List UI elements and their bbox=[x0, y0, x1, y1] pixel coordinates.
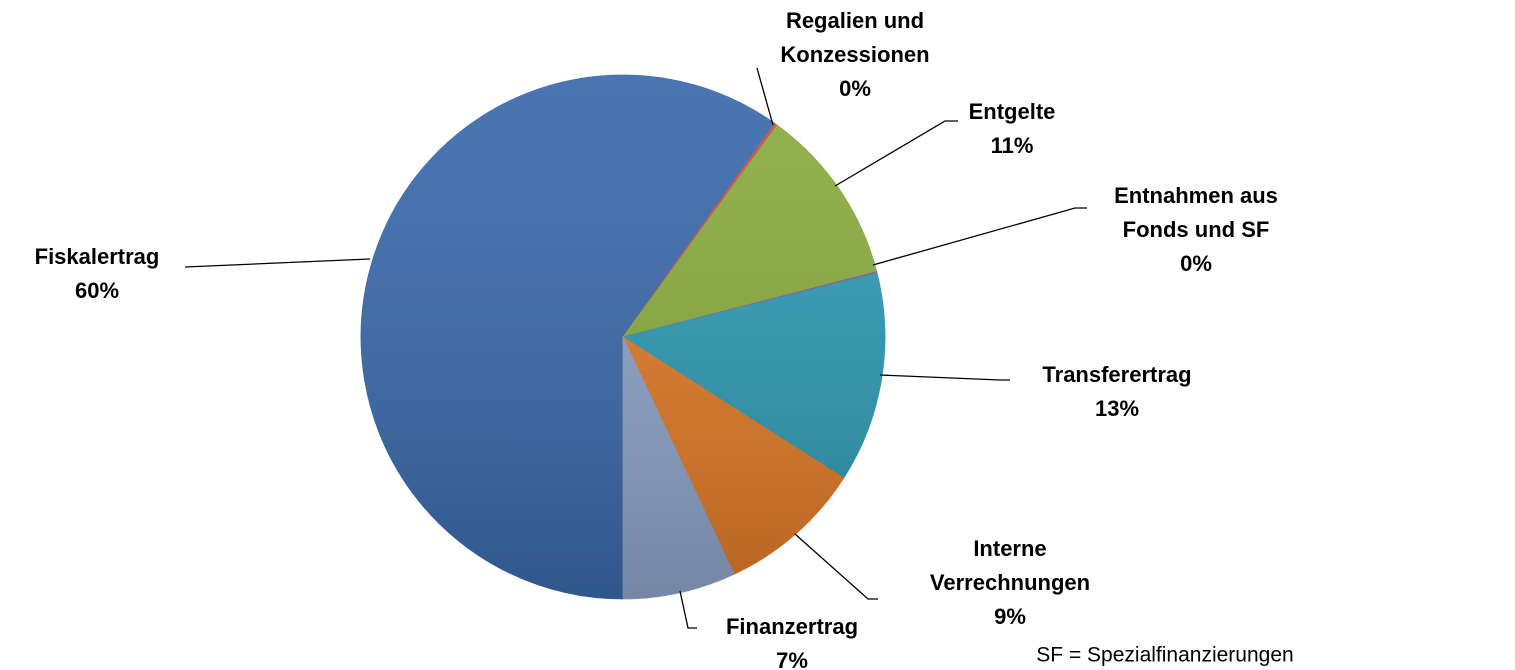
leader-line bbox=[679, 590, 697, 629]
label-line: Entnahmen aus bbox=[1114, 183, 1278, 208]
slice-label: Interne Verrechnungen bbox=[930, 536, 1090, 595]
label-line: Entgelte bbox=[969, 99, 1056, 124]
slice-label: Finanzertrag bbox=[726, 614, 858, 639]
slice-label: Entnahmen aus Fonds und SF bbox=[1114, 183, 1278, 242]
leader-line bbox=[872, 207, 1087, 266]
value-label: 60% bbox=[75, 278, 119, 303]
value-label: 7% bbox=[776, 648, 808, 670]
label-line: Finanzertrag bbox=[726, 614, 858, 639]
leader-line bbox=[879, 374, 1010, 381]
slice-label: Transferertrag bbox=[1042, 362, 1191, 387]
label-line: Konzessionen bbox=[780, 42, 929, 67]
label-line: Interne bbox=[973, 536, 1046, 561]
slice-label: Regalien und Konzessionen bbox=[780, 8, 929, 67]
label-line: Transferertrag bbox=[1042, 362, 1191, 387]
leader-line bbox=[794, 533, 878, 600]
label-line: Verrechnungen bbox=[930, 570, 1090, 595]
footnote: SF = Spezialfinanzierungen bbox=[1036, 644, 1293, 667]
slice-label: Entgelte bbox=[969, 99, 1056, 124]
value-label: 11% bbox=[991, 133, 1034, 158]
label-line: Fiskalertrag bbox=[35, 244, 160, 269]
value-label: 13% bbox=[1095, 396, 1139, 421]
label-line: Regalien und bbox=[786, 8, 924, 33]
slice-label: Fiskalertrag bbox=[35, 244, 160, 269]
value-label: 0% bbox=[839, 76, 871, 101]
leader-line bbox=[756, 67, 774, 126]
value-label: 0% bbox=[1180, 251, 1212, 276]
label-line: Fonds und SF bbox=[1123, 217, 1270, 242]
leader-line bbox=[184, 258, 371, 268]
value-label: 9% bbox=[994, 604, 1026, 629]
leader-line bbox=[834, 120, 958, 187]
